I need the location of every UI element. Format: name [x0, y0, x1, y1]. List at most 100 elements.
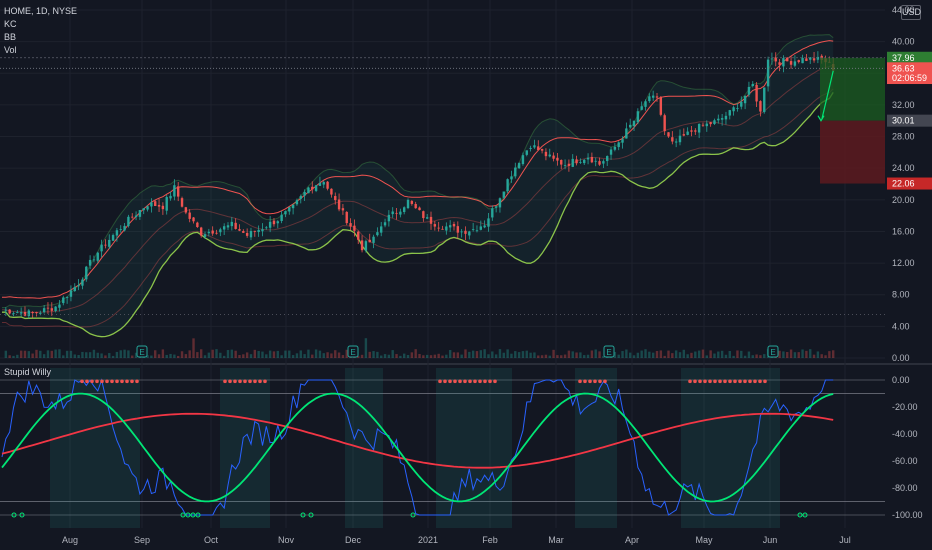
- candle: [54, 306, 57, 313]
- volume-bar: [180, 351, 184, 358]
- volume-bar: [786, 351, 789, 358]
- candle: [448, 220, 452, 232]
- candle: [483, 220, 486, 229]
- volume-bar: [161, 349, 165, 358]
- oversold-dot: [195, 512, 201, 518]
- candle: [682, 128, 686, 137]
- volume-bar: [659, 350, 663, 358]
- price-label-countdown: 02:06:59: [887, 72, 932, 85]
- candle: [192, 216, 195, 224]
- volume-bar: [713, 353, 716, 358]
- candle: [667, 132, 670, 138]
- volume-bar: [134, 352, 138, 358]
- volume-bar: [510, 353, 513, 358]
- overbought-dot: [253, 379, 257, 384]
- candle: [314, 185, 318, 193]
- volume-bar: [8, 355, 11, 358]
- candle: [96, 251, 99, 264]
- volume-bar: [583, 355, 586, 358]
- candle: [219, 227, 222, 237]
- overbought-dot: [453, 379, 457, 384]
- volume-bar: [199, 349, 203, 358]
- overbought-dot: [743, 379, 747, 384]
- volume-bar: [146, 355, 149, 358]
- overbought-dot: [763, 379, 767, 384]
- overbought-dot: [753, 379, 757, 384]
- overbought-dot: [738, 379, 742, 384]
- time-tick-label: Dec: [345, 535, 362, 545]
- overbought-dot: [95, 379, 99, 384]
- volume-bar: [567, 350, 571, 358]
- candle: [230, 216, 234, 231]
- candle: [177, 182, 180, 202]
- candle: [498, 197, 502, 213]
- candle: [759, 100, 762, 117]
- candle: [590, 152, 594, 164]
- svg-text:37.96: 37.96: [892, 53, 915, 63]
- oversold-dot: [802, 512, 808, 518]
- bollinger-fill: [2, 34, 834, 337]
- candle: [154, 200, 157, 207]
- candle: [368, 233, 371, 243]
- volume-bar: [694, 351, 697, 358]
- volume-bar: [728, 350, 731, 358]
- candle: [537, 140, 540, 151]
- overbought-dot: [135, 379, 139, 384]
- price-label-entry: 30.01: [887, 114, 932, 127]
- volume-bar: [556, 355, 559, 358]
- candle: [81, 277, 84, 290]
- volume-bar: [127, 350, 130, 358]
- volume-bar: [560, 355, 563, 358]
- volume-bar: [782, 351, 785, 358]
- candle: [402, 206, 406, 215]
- volume-bar: [498, 349, 502, 358]
- volume-bar: [437, 353, 440, 358]
- volume-bar: [540, 355, 544, 358]
- volume-bar: [594, 349, 597, 358]
- candle: [108, 234, 111, 250]
- volume-bar: [655, 350, 659, 358]
- overbought-dot: [473, 379, 477, 384]
- indicator-vol[interactable]: Vol: [4, 45, 17, 55]
- candle: [770, 52, 774, 65]
- volume-bar: [743, 355, 747, 358]
- oscillator-title: Stupid Willy: [4, 367, 52, 377]
- volume-bar: [602, 355, 605, 358]
- candle: [46, 302, 50, 314]
- currency-badge[interactable]: USD: [901, 5, 921, 20]
- volume-bar: [249, 354, 253, 358]
- overbought-dot: [438, 379, 442, 384]
- volume-bar: [697, 350, 701, 358]
- candle: [487, 213, 490, 232]
- time-tick-label: Oct: [204, 535, 219, 545]
- candle: [694, 128, 697, 135]
- candle: [586, 153, 590, 165]
- candle: [337, 193, 341, 212]
- symbol-line: HOME, 1D, NYSE: [4, 6, 78, 16]
- overbought-dot: [105, 379, 109, 384]
- overbought-dot: [598, 379, 602, 384]
- candle: [157, 198, 161, 212]
- overbought-dot: [120, 379, 124, 384]
- candle: [299, 194, 302, 204]
- volume-bar: [575, 352, 578, 358]
- volume-bar: [380, 355, 383, 358]
- target-zone: [820, 57, 885, 121]
- indicator-bb[interactable]: BB: [4, 32, 17, 42]
- volume-bar: [598, 351, 601, 358]
- volume-bar: [651, 352, 655, 358]
- indicator-kc[interactable]: KC: [4, 19, 17, 29]
- candle: [786, 57, 789, 62]
- candle: [793, 55, 797, 68]
- candle: [740, 96, 743, 110]
- overbought-dot: [110, 379, 114, 384]
- volume-bar: [502, 352, 505, 358]
- oscillator-pane: 0.00 -20.00 -40.00 -60.00 -80.00 -100.00: [0, 368, 923, 528]
- candle: [544, 148, 548, 161]
- candle: [529, 145, 532, 152]
- volume-bar: [85, 352, 88, 358]
- candle: [663, 113, 666, 136]
- volume-bar: [307, 349, 310, 358]
- candle: [127, 214, 130, 228]
